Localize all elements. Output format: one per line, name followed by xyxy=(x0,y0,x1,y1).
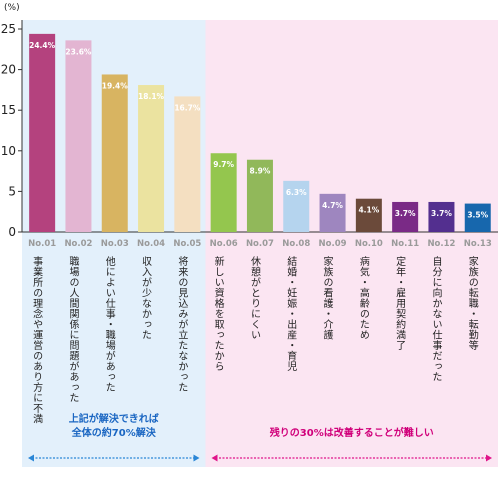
bar-No.11 xyxy=(392,201,419,232)
data-label: 19.4% xyxy=(102,81,129,90)
y-tick-label: 20 xyxy=(1,63,16,77)
category-label: 将来の見込みが立たなかった xyxy=(176,256,188,393)
category-label: 職場の人間関係に問題があった xyxy=(67,256,79,403)
category-number: No.13 xyxy=(464,239,492,249)
category-label: 家族の看護・介護 xyxy=(321,255,333,341)
category-label: 家族の転職・転勤等 xyxy=(466,255,478,351)
data-label: 18.1% xyxy=(138,92,165,101)
category-label: 休憩がとりにくい xyxy=(248,256,260,340)
category-number: No.12 xyxy=(427,239,455,249)
data-label: 8.9% xyxy=(250,167,271,176)
category-label: 結婚・妊娠・出産・育児 xyxy=(285,255,297,372)
category-label: 収入が少なかった xyxy=(140,256,152,340)
data-label: 24.4% xyxy=(29,41,56,50)
group-arrow-head-left xyxy=(28,454,34,462)
category-label: 新しい資格を取ったから xyxy=(212,255,224,372)
group-arrow-head-right xyxy=(193,454,200,462)
y-tick-label: 10 xyxy=(1,144,16,158)
data-label: 3.5% xyxy=(467,211,488,220)
data-label: 23.6% xyxy=(65,47,92,56)
y-tick-label: 15 xyxy=(1,103,16,117)
group-note: 全体の約70%解決 xyxy=(71,426,157,439)
category-number: No.07 xyxy=(246,239,274,249)
data-label: 16.7% xyxy=(174,103,201,112)
bar-No.07 xyxy=(246,159,273,232)
data-label: 4.7% xyxy=(322,201,343,210)
group-note: 残りの30%は改善することが難しい xyxy=(270,426,434,439)
data-label: 9.7% xyxy=(213,160,234,169)
category-number: No.10 xyxy=(355,239,383,249)
y-tick-label: 5 xyxy=(8,184,16,198)
data-label: 6.3% xyxy=(286,188,307,197)
bar-No.03 xyxy=(101,74,128,232)
category-label: 定年・雇用契約満了 xyxy=(394,255,406,351)
category-number: No.08 xyxy=(282,239,310,249)
y-tick-label: 25 xyxy=(1,22,16,36)
category-labels: No.01 事業所の理念や運営のあり方に不満 No.02 職場の人間関係に問題があった… xyxy=(28,239,492,424)
category-label: 病気・高齢のため xyxy=(357,255,369,340)
group-arrow-head-left xyxy=(211,454,218,462)
bar-No.12 xyxy=(428,201,455,232)
category-number: No.06 xyxy=(210,239,238,249)
data-label: 4.1% xyxy=(358,206,379,215)
bar-No.04 xyxy=(138,85,165,232)
category-label: 事業所の理念や運営のあり方に不満 xyxy=(31,255,43,425)
bar-No.05 xyxy=(174,96,201,233)
category-label: 自分に向かない仕事だった xyxy=(430,255,442,382)
category-number: No.04 xyxy=(137,239,165,249)
category-number: No.01 xyxy=(28,239,56,249)
data-label: 3.7% xyxy=(395,209,416,218)
data-label: 3.7% xyxy=(431,209,452,218)
bar-No.13 xyxy=(464,203,491,232)
category-number: No.11 xyxy=(391,239,419,249)
bar-No.02 xyxy=(65,40,92,233)
category-label: 他によい仕事・職場があった xyxy=(103,255,115,393)
group-note: 上記が解決できれば xyxy=(69,412,159,425)
bar-No.10 xyxy=(355,198,382,232)
bar-No.08 xyxy=(283,180,310,232)
bar-No.06 xyxy=(210,153,237,232)
y-axis: 0 5 10 15 20 25 xyxy=(1,20,498,239)
y-axis-unit: (%) xyxy=(4,3,20,13)
group-arrow-head-right xyxy=(486,454,492,462)
category-number: No.05 xyxy=(173,239,201,249)
group-panel-2 xyxy=(205,20,498,467)
y-tick-label: 0 xyxy=(8,225,16,239)
category-number: No.09 xyxy=(319,239,347,249)
bars: 24.4% 23.6% 19.4% 18.1% 16.7% 9.7% 8.9% 6.3% 4.7… xyxy=(29,33,491,233)
category-number: No.02 xyxy=(64,239,92,249)
category-number: No.03 xyxy=(101,239,129,249)
bar-No.01 xyxy=(29,33,56,232)
bar-No.09 xyxy=(319,193,346,232)
